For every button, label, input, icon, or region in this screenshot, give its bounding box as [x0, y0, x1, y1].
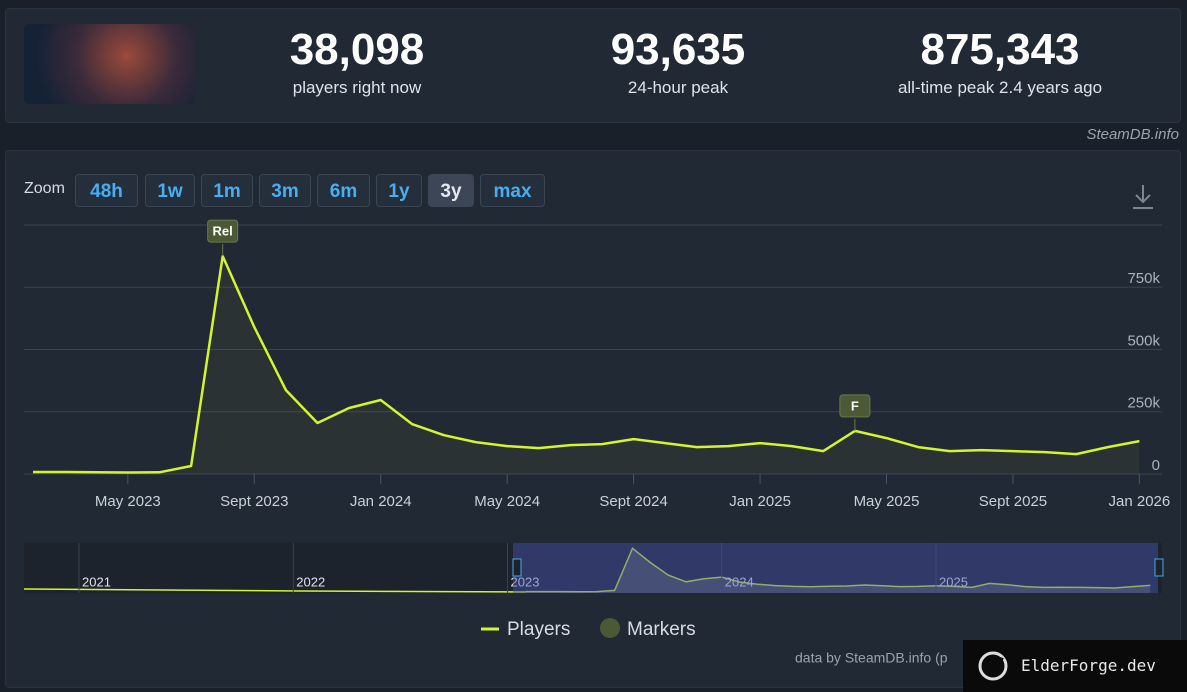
marker-flag — [839, 394, 871, 418]
game-image[interactable] — [24, 24, 195, 104]
zoom-button[interactable]: 3m — [259, 174, 311, 207]
x-tick-label: May 2024 — [474, 493, 540, 510]
navigator-line — [525, 547, 1151, 593]
credit: data by SteamDB.info (p — [795, 650, 948, 666]
navigator-history-line — [23, 588, 527, 593]
stat-label: players right now — [292, 78, 422, 97]
x-tick-label: May 2025 — [854, 493, 920, 510]
marker-label: Rel — [213, 224, 233, 239]
stat-value: 38,098 — [289, 25, 425, 74]
x-tick-label: Sept 2025 — [979, 493, 1047, 510]
x-tick-label: Sept 2024 — [599, 493, 667, 510]
zoom-button[interactable]: 3y — [428, 174, 474, 207]
navigator-handle[interactable] — [1154, 558, 1164, 577]
navigator-handle[interactable] — [512, 558, 522, 577]
stat: 93,635 24-hour peak — [528, 26, 828, 98]
navigator-bg — [24, 543, 1162, 593]
stat-value: 875,343 — [920, 25, 1080, 74]
navigator-selection — [513, 543, 1158, 593]
y-tick-label: 750k — [1127, 270, 1160, 287]
navigator-area — [525, 548, 1151, 593]
legend-swatch — [600, 618, 620, 638]
zoom-button[interactable]: 1w — [145, 174, 195, 207]
navigator-year: 2023 — [511, 574, 540, 589]
navigator-year: 2021 — [82, 574, 111, 589]
x-tick-label: Jan 2026 — [1109, 493, 1171, 510]
series-area — [33, 256, 1140, 474]
zoom-button[interactable]: 48h — [75, 174, 138, 207]
chart-panel — [5, 150, 1181, 688]
navigator-year: 2024 — [725, 574, 754, 589]
watermark-text: ElderForge.dev — [1021, 656, 1156, 675]
stats-panel — [5, 8, 1181, 123]
legend-label: Markers — [627, 619, 696, 640]
y-tick-label: 250k — [1127, 395, 1160, 412]
zoom-button[interactable]: 6m — [317, 174, 370, 207]
y-tick-label: 500k — [1127, 332, 1160, 349]
x-tick-label: May 2023 — [95, 493, 161, 510]
zoom-button[interactable]: 1m — [201, 174, 253, 207]
download-icon[interactable] — [1133, 185, 1153, 209]
watermark-logo — [978, 651, 1008, 681]
navigator-year: 2025 — [939, 574, 968, 589]
x-tick-label: Jan 2025 — [729, 493, 791, 510]
stat-label: 24-hour peak — [627, 78, 729, 97]
stat-label: all-time peak 2.4 years ago — [897, 78, 1103, 97]
navigator-year: 2022 — [296, 574, 325, 589]
y-tick-label: 0 — [1152, 457, 1160, 474]
legend-label: Players — [507, 619, 570, 640]
x-tick-label: Sept 2023 — [220, 493, 288, 510]
x-tick-label: Jan 2024 — [350, 493, 412, 510]
zoom-button[interactable]: max — [480, 174, 545, 207]
stat: 38,098 players right now — [207, 26, 507, 98]
marker-flag — [207, 219, 239, 243]
source: SteamDB.info — [1086, 126, 1179, 143]
stat-value: 93,635 — [610, 25, 746, 74]
marker-label: F — [851, 398, 859, 413]
zoom-button[interactable]: 1y — [376, 174, 422, 207]
stat: 875,343 all-time peak 2.4 years ago — [850, 26, 1150, 98]
plot-area — [33, 254, 1140, 474]
zoom-label: Zoom — [24, 180, 65, 197]
series-line — [33, 254, 1140, 474]
watermark-box: ElderForge.dev — [963, 640, 1187, 692]
